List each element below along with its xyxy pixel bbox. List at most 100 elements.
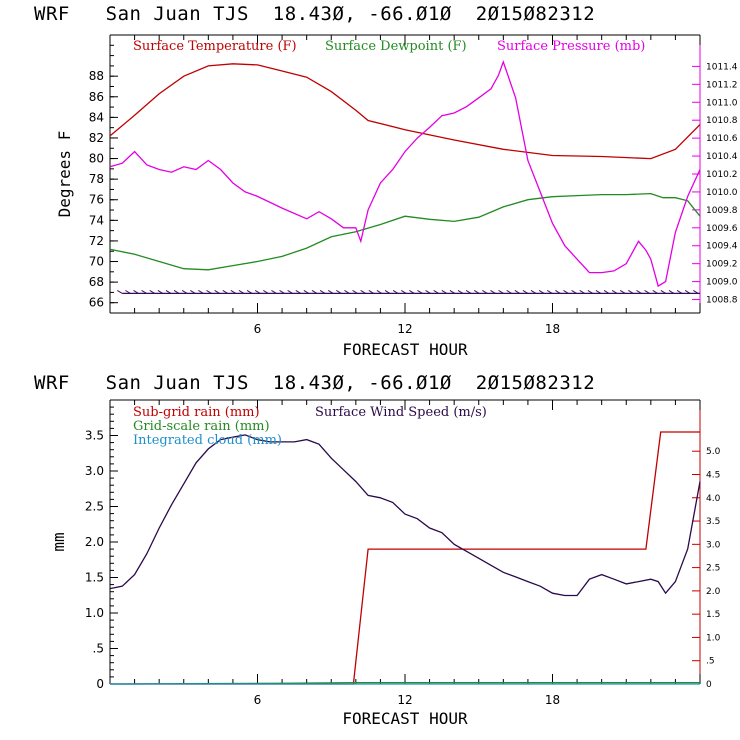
y2-tick-label: 1009.0 bbox=[706, 278, 738, 288]
y2-tick-label: 1010.0 bbox=[706, 188, 738, 198]
wind-barb bbox=[571, 290, 577, 294]
y2-tick-label: 1010.8 bbox=[706, 116, 738, 126]
wind-barb bbox=[482, 290, 488, 294]
legend-entry: Surface Dewpoint (F) bbox=[325, 39, 467, 54]
wind-barb bbox=[157, 290, 164, 294]
wind-barb bbox=[222, 290, 228, 294]
y2-tick-label: 3.0 bbox=[706, 540, 721, 550]
wind-barb bbox=[246, 290, 253, 294]
wind-barb bbox=[214, 290, 220, 294]
y2-tick-label: 2.5 bbox=[706, 564, 720, 574]
y2-tick-label: 0 bbox=[706, 680, 712, 690]
y2-tick-label: 1009.8 bbox=[706, 206, 738, 216]
y2-tick-label: 2.0 bbox=[706, 587, 721, 597]
y-tick-label: .5 bbox=[93, 642, 104, 656]
wind-barb bbox=[311, 290, 318, 294]
wind-barb bbox=[555, 290, 561, 294]
legend-entry: Sub-grid rain (mm) bbox=[133, 405, 260, 420]
y-tick-label: 2.0 bbox=[85, 535, 104, 549]
wind-barb bbox=[587, 290, 594, 294]
series-surface-pressure-mb bbox=[109, 59, 701, 288]
wind-barb bbox=[206, 290, 212, 294]
legend-entry: Surface Pressure (mb) bbox=[497, 39, 645, 54]
y-tick-label: 3.5 bbox=[85, 429, 104, 443]
wind-barb bbox=[319, 290, 326, 294]
y2-tick-label: 1.5 bbox=[706, 610, 720, 620]
wind-barb bbox=[254, 290, 261, 294]
wind-barb bbox=[474, 290, 480, 294]
wind-barb bbox=[490, 290, 496, 294]
wind-barb bbox=[595, 290, 602, 294]
wind-barb bbox=[238, 290, 245, 294]
wind-barb bbox=[344, 290, 350, 294]
wind-barb bbox=[149, 290, 155, 294]
x-tick-label: 6 bbox=[254, 322, 262, 336]
y-tick-label: 66 bbox=[89, 296, 104, 310]
wind-barb bbox=[465, 290, 472, 294]
y2-tick-label: 1009.4 bbox=[706, 242, 738, 252]
y-axis-label: Degrees F bbox=[55, 131, 74, 218]
wind-barb bbox=[628, 290, 634, 294]
wind-barb bbox=[400, 290, 407, 294]
y2-tick-label: 1011.2 bbox=[706, 80, 738, 90]
y-tick-label: 82 bbox=[89, 131, 104, 145]
wind-barb bbox=[165, 290, 172, 294]
legend-entry: Surface Temperature (F) bbox=[133, 39, 297, 54]
y-tick-label: 72 bbox=[89, 234, 104, 248]
x-axis-label: FORECAST HOUR bbox=[342, 709, 468, 728]
wind-barb bbox=[336, 290, 342, 294]
wind-barb bbox=[636, 290, 642, 294]
wind-barb bbox=[392, 290, 399, 294]
x-tick-label: 6 bbox=[254, 693, 262, 707]
wind-barb bbox=[376, 290, 383, 294]
wind-barb bbox=[409, 290, 415, 294]
series-surface-temperature-f bbox=[109, 63, 701, 160]
chart-title-top: WRF San Juan TJS 18.43Ø, -66.Ø1Ø 2Ø15Ø82… bbox=[34, 3, 596, 25]
wind-barb bbox=[644, 290, 650, 294]
series-sub-grid-rain-mm bbox=[110, 431, 700, 685]
wind-barb bbox=[117, 290, 123, 294]
wind-barb bbox=[425, 290, 431, 294]
x-tick-label: 12 bbox=[397, 693, 412, 707]
wind-barb bbox=[368, 290, 375, 294]
y-tick-label: 78 bbox=[89, 172, 104, 186]
y2-tick-label: 1011.4 bbox=[706, 62, 738, 72]
y2-tick-label: 1009.6 bbox=[706, 224, 738, 234]
series-surface-wind-speed-m-s bbox=[109, 434, 701, 597]
legend-entry: Grid-scale rain (mm) bbox=[133, 419, 270, 434]
wind-barb bbox=[230, 290, 237, 294]
wind-barb bbox=[652, 290, 658, 294]
legend-entry: Integrated cloud (mm) bbox=[133, 433, 282, 448]
y-tick-label: 88 bbox=[89, 69, 104, 83]
wind-barb bbox=[173, 290, 180, 294]
wind-barb bbox=[668, 290, 675, 294]
wind-barb bbox=[620, 290, 626, 294]
legend-entry: Surface Wind Speed (m/s) bbox=[315, 405, 487, 420]
wind-barb bbox=[684, 290, 691, 294]
wind-barb bbox=[522, 290, 529, 294]
wind-barb bbox=[271, 290, 277, 294]
y2-tick-label: 1011.0 bbox=[706, 98, 738, 108]
y-tick-label: 1.5 bbox=[85, 571, 104, 585]
y2-tick-label: 3.5 bbox=[706, 517, 720, 527]
wind-barb bbox=[457, 290, 464, 294]
wind-barb bbox=[279, 290, 285, 294]
y-tick-label: 76 bbox=[89, 193, 104, 207]
y2-tick-label: 1008.8 bbox=[706, 296, 738, 306]
wind-barb bbox=[125, 290, 131, 294]
wind-barb bbox=[327, 290, 334, 294]
wind-barb bbox=[198, 290, 204, 294]
y-tick-label: 80 bbox=[89, 152, 104, 166]
y-tick-label: 68 bbox=[89, 275, 104, 289]
wind-barb bbox=[498, 290, 504, 294]
wind-barb bbox=[449, 290, 456, 294]
wind-barb bbox=[530, 290, 537, 294]
wind-barb bbox=[563, 290, 569, 294]
wind-barb bbox=[141, 290, 147, 294]
y-tick-label: 1.0 bbox=[85, 606, 104, 620]
wind-barb bbox=[676, 290, 683, 294]
wind-barb bbox=[506, 290, 512, 294]
chart-title-bottom: WRF San Juan TJS 18.43Ø, -66.Ø1Ø 2Ø15Ø82… bbox=[34, 372, 596, 394]
wind-barb bbox=[579, 290, 585, 294]
